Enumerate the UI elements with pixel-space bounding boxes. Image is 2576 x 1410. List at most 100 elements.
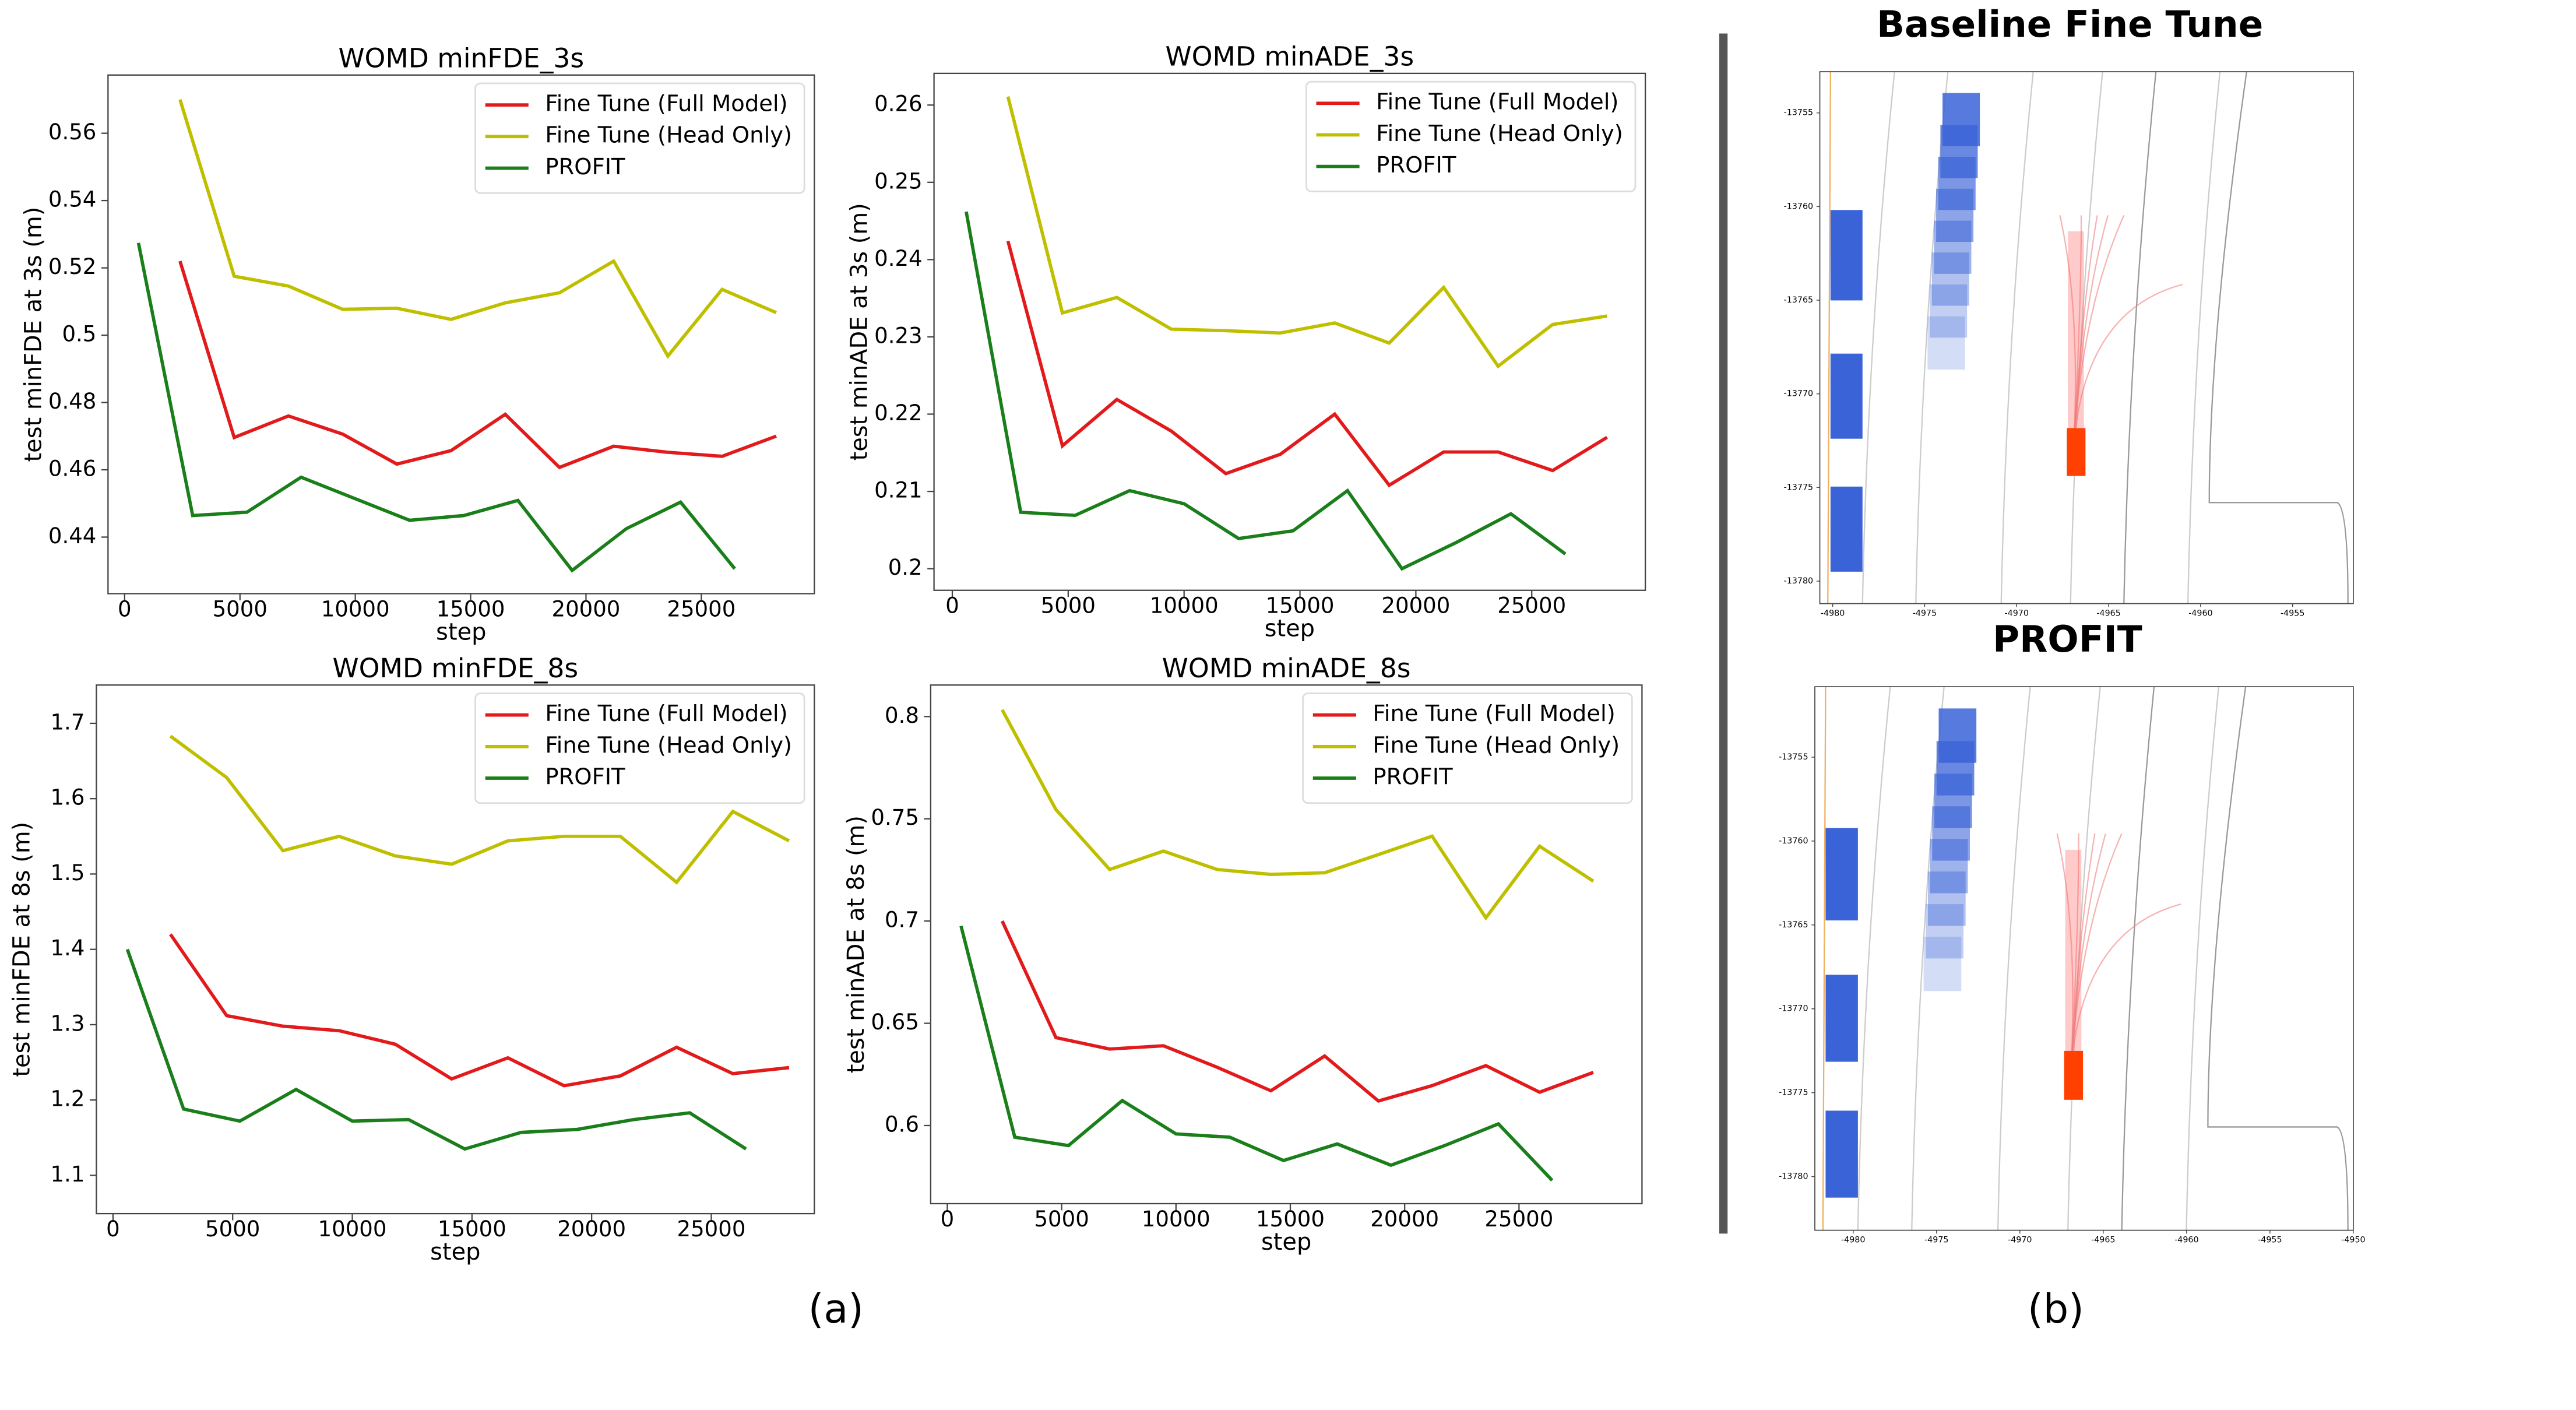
vehicle-trail (1926, 904, 1963, 959)
y-tick-label: 0.75 (871, 805, 919, 830)
x-tick-label: 5000 (213, 596, 268, 621)
y-tick-label: 0.23 (874, 323, 923, 348)
x-tick-label: -4980 (1821, 609, 1845, 618)
y-tick-label: 1.4 (50, 936, 85, 961)
vehicle (1825, 975, 1858, 1062)
panel-label: (a) (808, 1286, 864, 1332)
y-tick-label: -13760 (1779, 836, 1808, 846)
y-tick-label: 0.8 (885, 703, 919, 728)
plot-frame (1814, 686, 2354, 1231)
y-tick-label: -13760 (1784, 202, 1813, 211)
road-edge (2208, 72, 2349, 604)
series-line (169, 734, 790, 885)
trajectory (2070, 903, 2181, 1078)
lane-line (2186, 687, 2220, 1230)
plot-frame (96, 684, 815, 1215)
x-tick-label: 0 (106, 1216, 120, 1242)
y-axis-label: test minADE at 8s (m) (843, 815, 870, 1073)
x-tick-label: -4970 (2005, 609, 2029, 618)
lane-line (1861, 72, 1895, 604)
vehicle-trail (1927, 871, 1966, 926)
vehicle (1825, 1110, 1858, 1198)
x-tick-label: 20000 (1381, 593, 1450, 618)
vehicle-trail (1927, 316, 1965, 370)
y-tick-label: 0.7 (885, 908, 919, 933)
lane-line (1997, 687, 2031, 1230)
scene-layer (1827, 72, 2349, 604)
y-axis-label: test minFDE at 8s (m) (8, 822, 35, 1077)
x-axis-label: step (1261, 1229, 1311, 1256)
y-tick-label: -13780 (1784, 576, 1813, 586)
series-line (1001, 920, 1594, 1103)
vehicle (1830, 486, 1863, 572)
x-tick-label: 5000 (205, 1216, 260, 1242)
x-tick-label: 25000 (1484, 1207, 1553, 1232)
orange-path (1827, 72, 1831, 604)
plot-frame (930, 684, 1643, 1205)
legend-label: PROFIT (545, 154, 625, 180)
y-tick-label: 0.44 (48, 523, 97, 548)
x-tick-label: 25000 (1497, 593, 1566, 618)
ego-trail (2065, 849, 2082, 1067)
legend-label: Fine Tune (Head Only) (545, 732, 792, 758)
x-tick-label: 15000 (1256, 1207, 1325, 1232)
y-tick-label: -13755 (1784, 108, 1813, 118)
chart-title: WOMD minADE_3s (1166, 41, 1414, 72)
y-tick-label: 1.1 (50, 1162, 85, 1187)
scene-content (1827, 72, 2349, 604)
y-tick-label: -13755 (1779, 753, 1808, 762)
legend-label: Fine Tune (Head Only) (545, 122, 792, 149)
y-tick-label: 0.46 (48, 456, 97, 481)
y-tick-label: 1.5 (50, 860, 85, 885)
series-line (136, 242, 736, 573)
vehicle (1830, 210, 1863, 301)
x-tick-label: 10000 (318, 1216, 387, 1242)
x-tick-label: 5000 (1034, 1207, 1089, 1232)
y-tick-label: 1.6 (50, 785, 85, 810)
y-tick-label: -13770 (1784, 389, 1813, 399)
x-tick-label: 25000 (667, 596, 736, 621)
lane-line (2123, 72, 2157, 604)
x-tick-label: 15000 (437, 596, 505, 621)
vehicle (1825, 828, 1858, 921)
x-tick-label: -4960 (2174, 1236, 2198, 1245)
x-axis-label: step (430, 1239, 480, 1265)
y-axis-label: test minFDE at 3s (m) (20, 207, 47, 462)
chart-title: WOMD minFDE_3s (338, 43, 584, 74)
y-tick-label: -13775 (1784, 483, 1813, 492)
legend-box (474, 692, 805, 804)
legend-label: Fine Tune (Full Model) (1376, 89, 1618, 115)
lane-line (2187, 72, 2221, 604)
series-line (178, 261, 777, 470)
y-tick-label: -13770 (1779, 1004, 1808, 1014)
x-tick-label: -4975 (1924, 1236, 1948, 1245)
series-line (125, 948, 747, 1151)
y-tick-label: 0.25 (874, 168, 923, 194)
vehicle-trail (1923, 937, 1962, 991)
x-tick-label: -4950 (2341, 1236, 2365, 1245)
x-axis-label: step (436, 618, 486, 645)
chart-title: PROFIT (1993, 618, 2142, 660)
y-tick-label: -13765 (1779, 920, 1808, 930)
x-tick-label: 15000 (438, 1216, 506, 1242)
x-tick-label: 5000 (1041, 593, 1096, 618)
y-tick-label: 0.2 (888, 555, 923, 580)
legend-box (474, 82, 805, 194)
panel-label: (b) (2028, 1286, 2084, 1332)
x-tick-label: 0 (945, 593, 959, 618)
series-line (178, 99, 777, 359)
y-tick-label: 0.26 (874, 92, 923, 117)
vehicle-trail (1936, 188, 1974, 242)
x-tick-label: 0 (941, 1207, 955, 1232)
x-tick-label: 10000 (321, 596, 390, 621)
legend-label: Fine Tune (Full Model) (545, 91, 787, 117)
chart-title: WOMD minADE_8s (1162, 653, 1411, 684)
y-tick-label: 0.52 (48, 254, 97, 279)
legend-label: Fine Tune (Head Only) (1376, 121, 1623, 147)
plot-frame (1819, 71, 2354, 604)
x-tick-label: -4955 (2258, 1236, 2282, 1245)
x-tick-label: -4975 (1913, 609, 1937, 618)
x-tick-label: 25000 (677, 1216, 746, 1242)
